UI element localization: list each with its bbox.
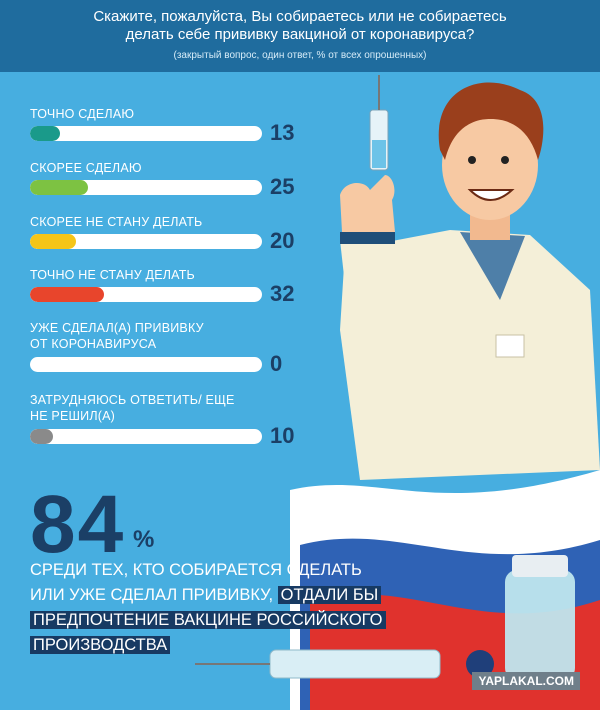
category-label: СКОРЕЕ НЕ СТАНУ ДЕЛАТЬ — [30, 215, 203, 229]
value-label: 0 — [270, 351, 283, 376]
value-label: 20 — [270, 228, 295, 253]
chart-subtitle: (закрытый вопрос, один ответ, % от всех … — [173, 50, 427, 61]
bar-track — [30, 180, 262, 195]
plunger — [466, 650, 494, 678]
shirt — [460, 232, 525, 300]
stat-text-highlight: ОТДАЛИ БЫ — [277, 586, 382, 604]
head — [442, 110, 538, 220]
category-label: ЗАТРУДНЯЮСЬ ОТВЕТИТЬ/ ЕЩЕ НЕ РЕШИЛ(А) — [30, 393, 235, 423]
vial — [505, 570, 575, 680]
stat-text: ИЛИ УЖЕ СДЕЛАЛ ПРИВИВКУ, — [30, 586, 274, 604]
category-label: СКОРЕЕ СДЕЛАЮ — [30, 161, 142, 175]
watermark: YAPLAKAL.COM — [472, 672, 580, 690]
pocket-badge — [495, 334, 525, 358]
value-label: 32 — [270, 281, 295, 306]
category-label: ТОЧНО НЕ СТАНУ ДЕЛАТЬ — [30, 268, 195, 282]
bar — [30, 234, 77, 249]
bar-track — [30, 234, 262, 249]
stat-text-highlight: ПРОИЗВОДСТВА — [30, 636, 171, 654]
hair — [438, 82, 544, 160]
stat-text-line: СРЕДИ ТЕХ, КТО СОБИРАЕТСЯ СДЕЛАТЬ — [30, 558, 362, 582]
bar — [30, 180, 88, 195]
value-label: 13 — [270, 120, 295, 145]
bar-track — [30, 126, 262, 141]
coat — [340, 230, 600, 480]
category-label: УЖЕ СДЕЛАЛ(А) ПРИВИВКУ ОТ КОРОНАВИРУСА — [30, 321, 204, 351]
smile — [467, 189, 515, 201]
stat-text-line: ИЛИ УЖЕ СДЕЛАЛ ПРИВИВКУ, ОТДАЛИ БЫ — [30, 583, 382, 607]
stat-text-highlight: ПРЕДПОЧТЕНИЕ ВАКЦИНЕ РОССИЙСКОГО — [30, 611, 386, 629]
bar-track — [30, 429, 262, 444]
bar — [30, 429, 54, 444]
stat-text: СРЕДИ ТЕХ, КТО СОБИРАЕТСЯ СДЕЛАТЬ — [30, 561, 362, 579]
sleeve — [340, 230, 395, 330]
eye — [468, 156, 476, 164]
hand — [340, 175, 395, 232]
syringe-liquid — [372, 140, 386, 168]
header-band — [0, 0, 600, 72]
chart-title: Скажите, пожалуйста, Вы собираетесь или … — [93, 8, 507, 43]
bar — [30, 287, 105, 302]
eye — [501, 156, 509, 164]
category-label: ТОЧНО СДЕЛАЮ — [30, 107, 135, 121]
stat-text-line: ПРЕДПОЧТЕНИЕ ВАКЦИНЕ РОССИЙСКОГО — [30, 608, 386, 632]
value-label: 10 — [270, 423, 295, 448]
vial-cap — [512, 555, 568, 577]
stat-text-line: ПРОИЗВОДСТВА — [30, 633, 171, 657]
bar-track — [30, 357, 262, 372]
bar — [30, 126, 61, 141]
bar-track — [30, 287, 262, 302]
cuff — [340, 232, 395, 244]
stat-unit: % — [133, 526, 155, 553]
value-label: 25 — [270, 174, 295, 199]
stat-value: 84 — [30, 479, 126, 570]
syringe-lower — [269, 649, 441, 679]
